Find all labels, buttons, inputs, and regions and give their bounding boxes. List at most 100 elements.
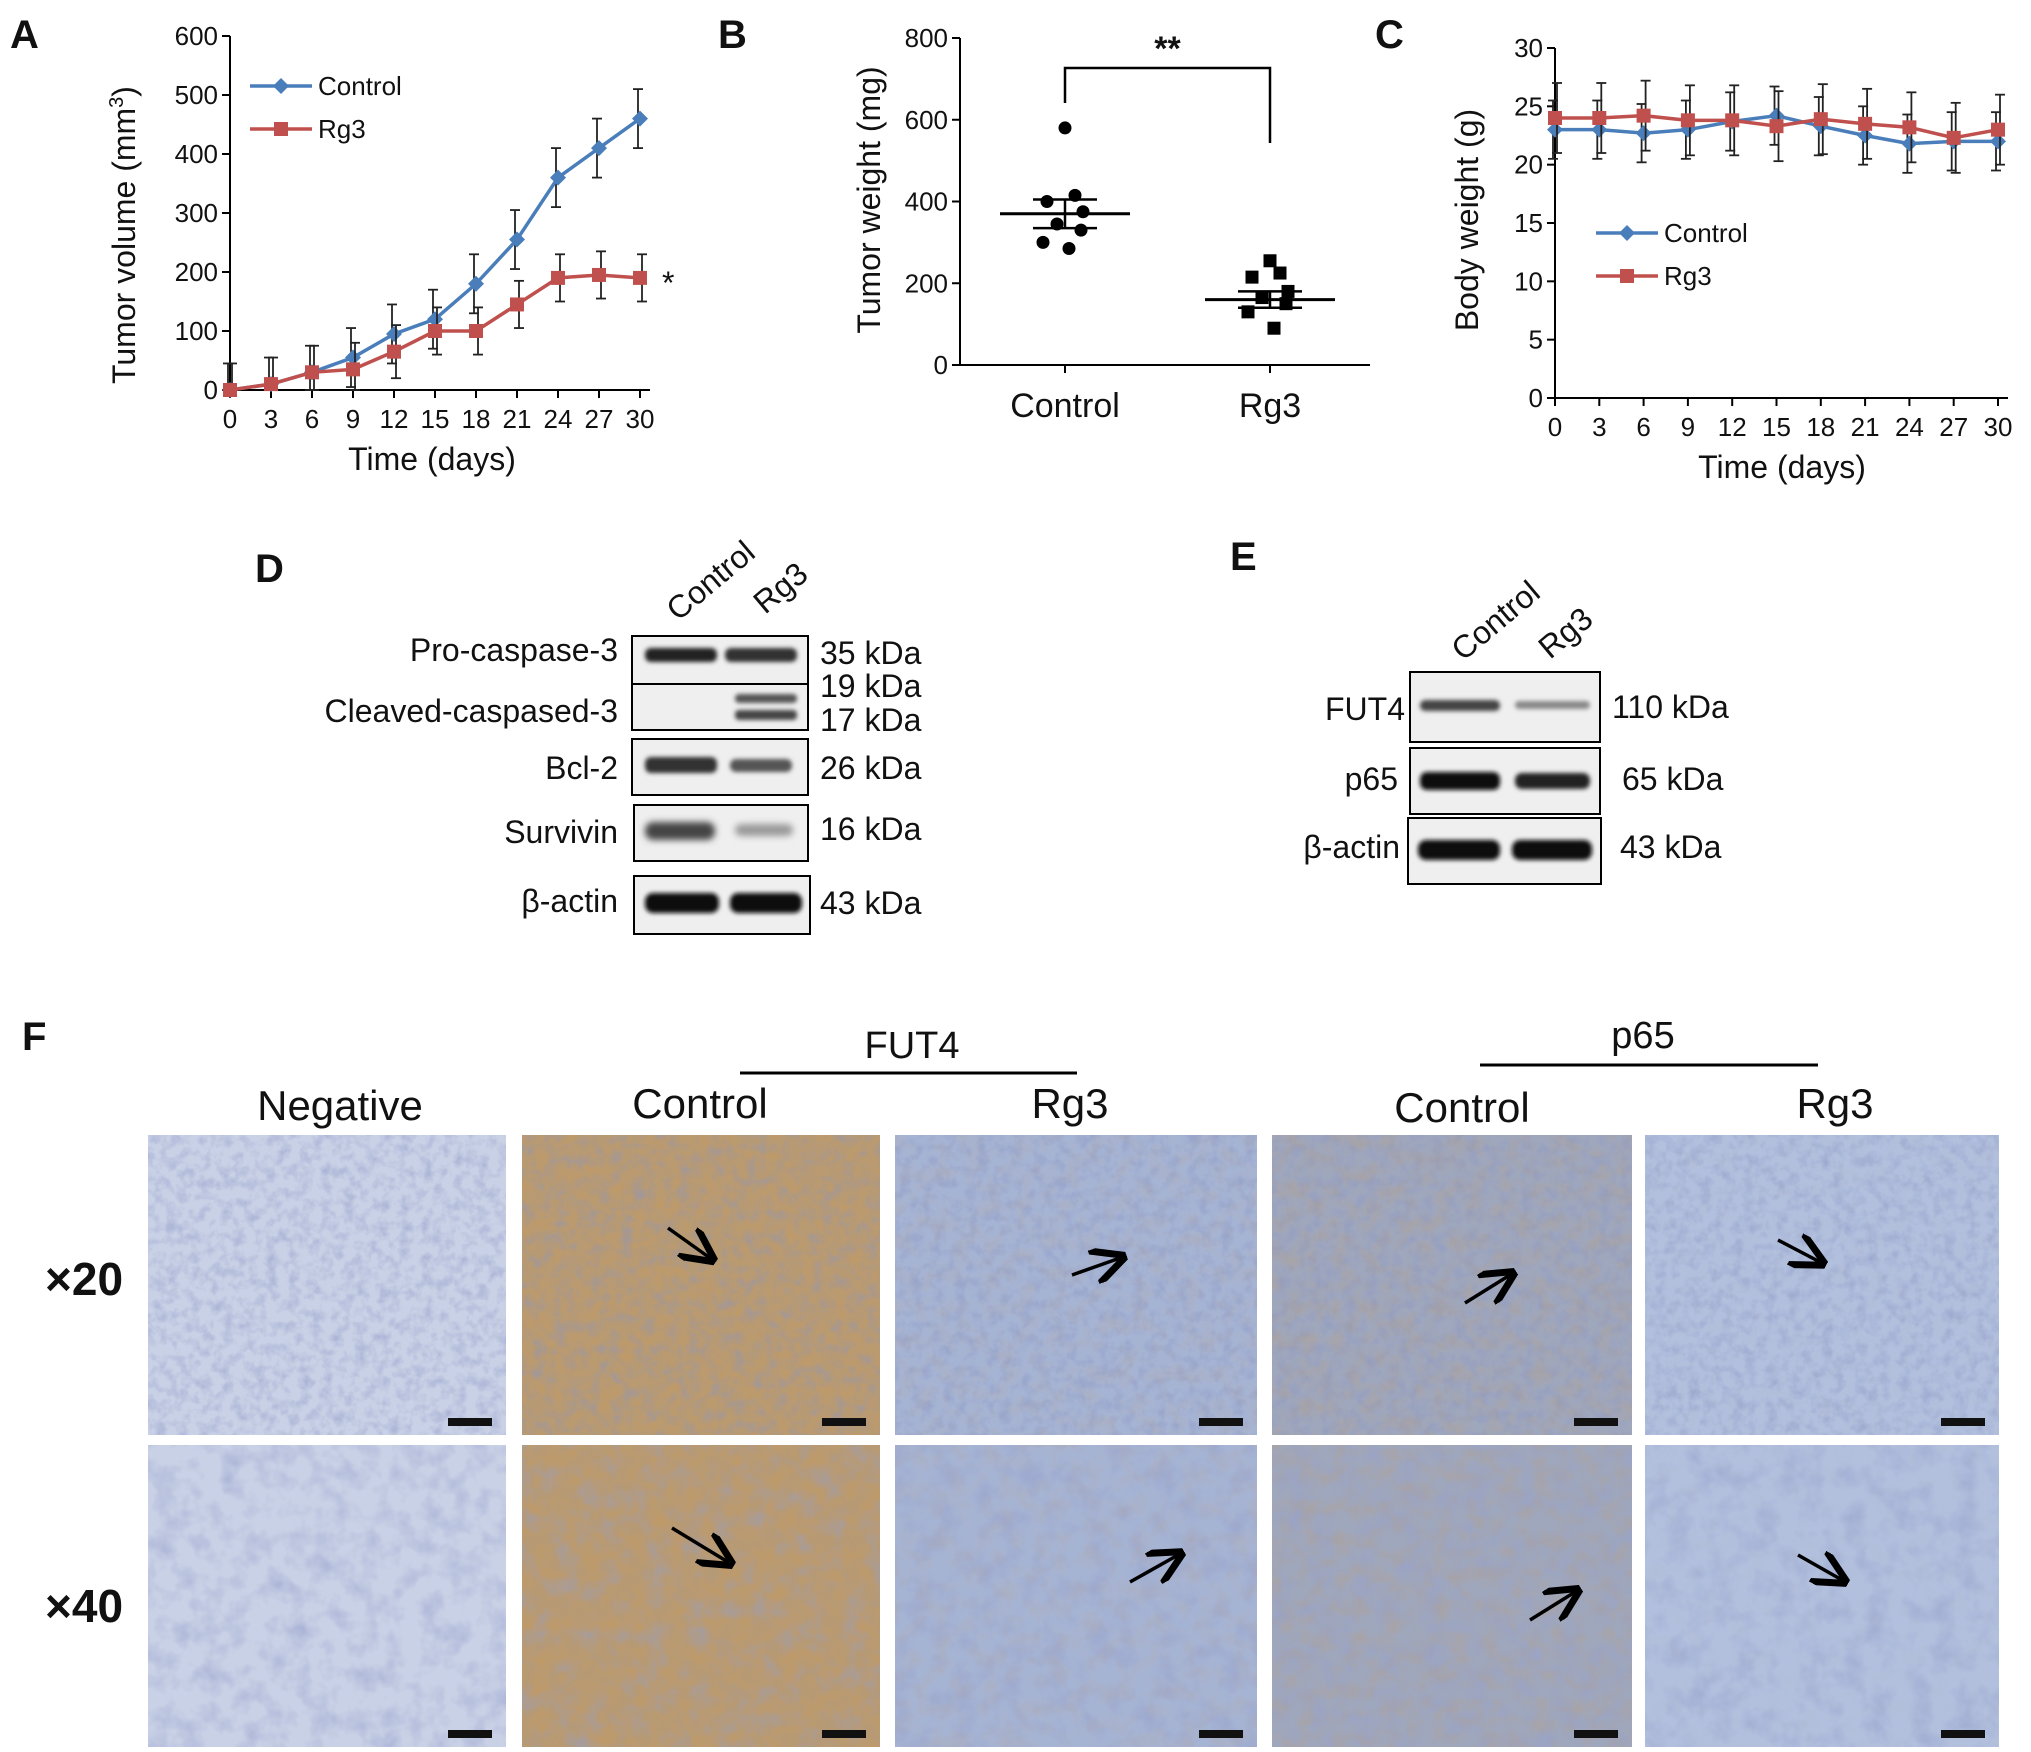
data-point [1255, 291, 1269, 305]
legend-label: Rg3 [318, 114, 366, 144]
x-tick-label: 9 [1681, 412, 1695, 442]
y-tick-label: 400 [905, 187, 948, 217]
y-tick-label: 800 [905, 23, 948, 53]
blot-d-label-cleaved-caspase3: Cleaved-caspased-3 [325, 693, 619, 729]
group-control [1000, 121, 1130, 256]
blot-e-label-p65: p65 [1345, 761, 1398, 797]
ihc-image-2-1 [895, 1445, 1257, 1747]
scale-bar [448, 1418, 492, 1426]
data-point [509, 231, 525, 248]
ihc-image-4-0 [1645, 1135, 1999, 1435]
group-rg3 [1205, 254, 1335, 335]
data-point [510, 297, 524, 312]
ihc-group-label-p65: p65 [1611, 1015, 1674, 1057]
data-point [1725, 113, 1740, 128]
legend-label: Control [1664, 218, 1748, 248]
panel-letter-a: A [10, 13, 39, 57]
significance-bracket [1063, 66, 1272, 143]
data-point [1813, 112, 1828, 127]
series-rg3 [223, 250, 647, 397]
ihc-group-label-fut4: FUT4 [865, 1025, 960, 1067]
blot-d-kda-cleaved-17: 17 kDa [820, 702, 922, 738]
y-tick-label: 30 [1514, 33, 1543, 63]
x-tick-label: 18 [462, 404, 491, 434]
arrow-icon [666, 1226, 710, 1258]
blot-d-strip-survivin [633, 804, 809, 862]
data-point [387, 344, 401, 359]
ihc-image-stain [895, 1445, 1257, 1747]
y-tick-label: 600 [175, 21, 218, 51]
panel-e: E Control Rg3 FUT4 p65 β-actin 110 kDa 6… [1230, 535, 1729, 885]
blot-d-kda-survivin: 16 kDa [820, 811, 922, 847]
x-tick-label: 0 [1548, 412, 1562, 442]
y-tick-label: 600 [905, 105, 948, 135]
x-tick-label: 18 [1806, 412, 1835, 442]
legend: Control Rg3 [250, 71, 402, 144]
x-tick-label: Rg3 [1239, 387, 1301, 425]
y-tick-label: 0 [204, 375, 218, 405]
blot-d-kda-bcl2: 26 kDa [820, 750, 922, 786]
data-point [1062, 242, 1076, 256]
ihc-image-2-0 [895, 1135, 1257, 1435]
scale-bar [822, 1418, 866, 1426]
ihc-image-0-0 [148, 1135, 506, 1435]
data-point [469, 324, 483, 338]
ihc-image-stain [522, 1445, 880, 1747]
x-tick-label: 30 [626, 404, 655, 434]
ihc-image-stain [1645, 1445, 1999, 1747]
ihc-image-1-1 [522, 1445, 880, 1747]
blot-e-kda-beta-actin: 43 kDa [1620, 829, 1722, 865]
ihc-image-texture [148, 1445, 506, 1747]
panel-letter-e: E [1230, 535, 1257, 579]
data-point [1076, 205, 1090, 219]
ihc-image-3-0 [1272, 1135, 1632, 1435]
blot-e-strip-fut4 [1409, 671, 1601, 743]
legend-marker [274, 122, 288, 136]
ihc-image-4-1 [1645, 1445, 1999, 1747]
data-point [1548, 111, 1562, 125]
blot-e-kda-fut4: 110 kDa [1612, 689, 1729, 725]
panel-c: C Body weight (g) Time (days) 0 5 10 15 20 25… [1375, 13, 2012, 485]
data-point [1636, 108, 1651, 123]
ihc-image-stain [895, 1135, 1257, 1435]
x-tick-label: 0 [223, 404, 237, 434]
data-point [550, 169, 566, 186]
arrow-icon [1129, 1555, 1178, 1582]
data-point [1058, 121, 1072, 135]
x-tick-label: 27 [585, 404, 614, 434]
ihc-image-stain [1272, 1135, 1632, 1435]
blot-d-strip-bcl2 [631, 738, 809, 796]
blot-d-label-survivin: Survivin [504, 814, 618, 850]
data-point [1858, 116, 1873, 131]
data-point [633, 270, 647, 285]
blot-d-kda-pro-caspase3: 35 kDa [820, 635, 922, 671]
ihc-row-label-x20: ×20 [45, 1253, 123, 1305]
scale-bar [448, 1730, 492, 1738]
arrow-icon [1777, 1240, 1820, 1262]
legend-label: Rg3 [1664, 261, 1712, 291]
legend: Control Rg3 [1596, 218, 1748, 291]
data-point [1074, 223, 1088, 237]
data-point [468, 275, 484, 292]
series-rg3 [1548, 79, 2005, 174]
ihc-image-texture [148, 1135, 506, 1435]
y-tick-label: 0 [1529, 383, 1543, 413]
data-point [591, 140, 607, 157]
data-point [632, 110, 648, 127]
blot-d-strip-pro-caspase3 [631, 635, 809, 685]
data-point [1245, 270, 1259, 284]
ihc-col-label-fut4-rg3: Rg3 [1031, 1080, 1108, 1127]
ihc-image-0-1 [148, 1445, 506, 1747]
ihc-col-label-p65-rg3: Rg3 [1796, 1080, 1873, 1127]
scale-bar [1941, 1418, 1985, 1426]
x-tick-label: 21 [1851, 412, 1880, 442]
x-tick-label: 21 [503, 404, 532, 434]
data-point [1991, 122, 2005, 137]
scale-bar [822, 1730, 866, 1738]
ihc-image-stain [1645, 1135, 1999, 1435]
data-point [1990, 133, 2006, 150]
data-point [592, 267, 606, 282]
x-tick-label: 6 [305, 404, 319, 434]
data-point [264, 377, 278, 392]
